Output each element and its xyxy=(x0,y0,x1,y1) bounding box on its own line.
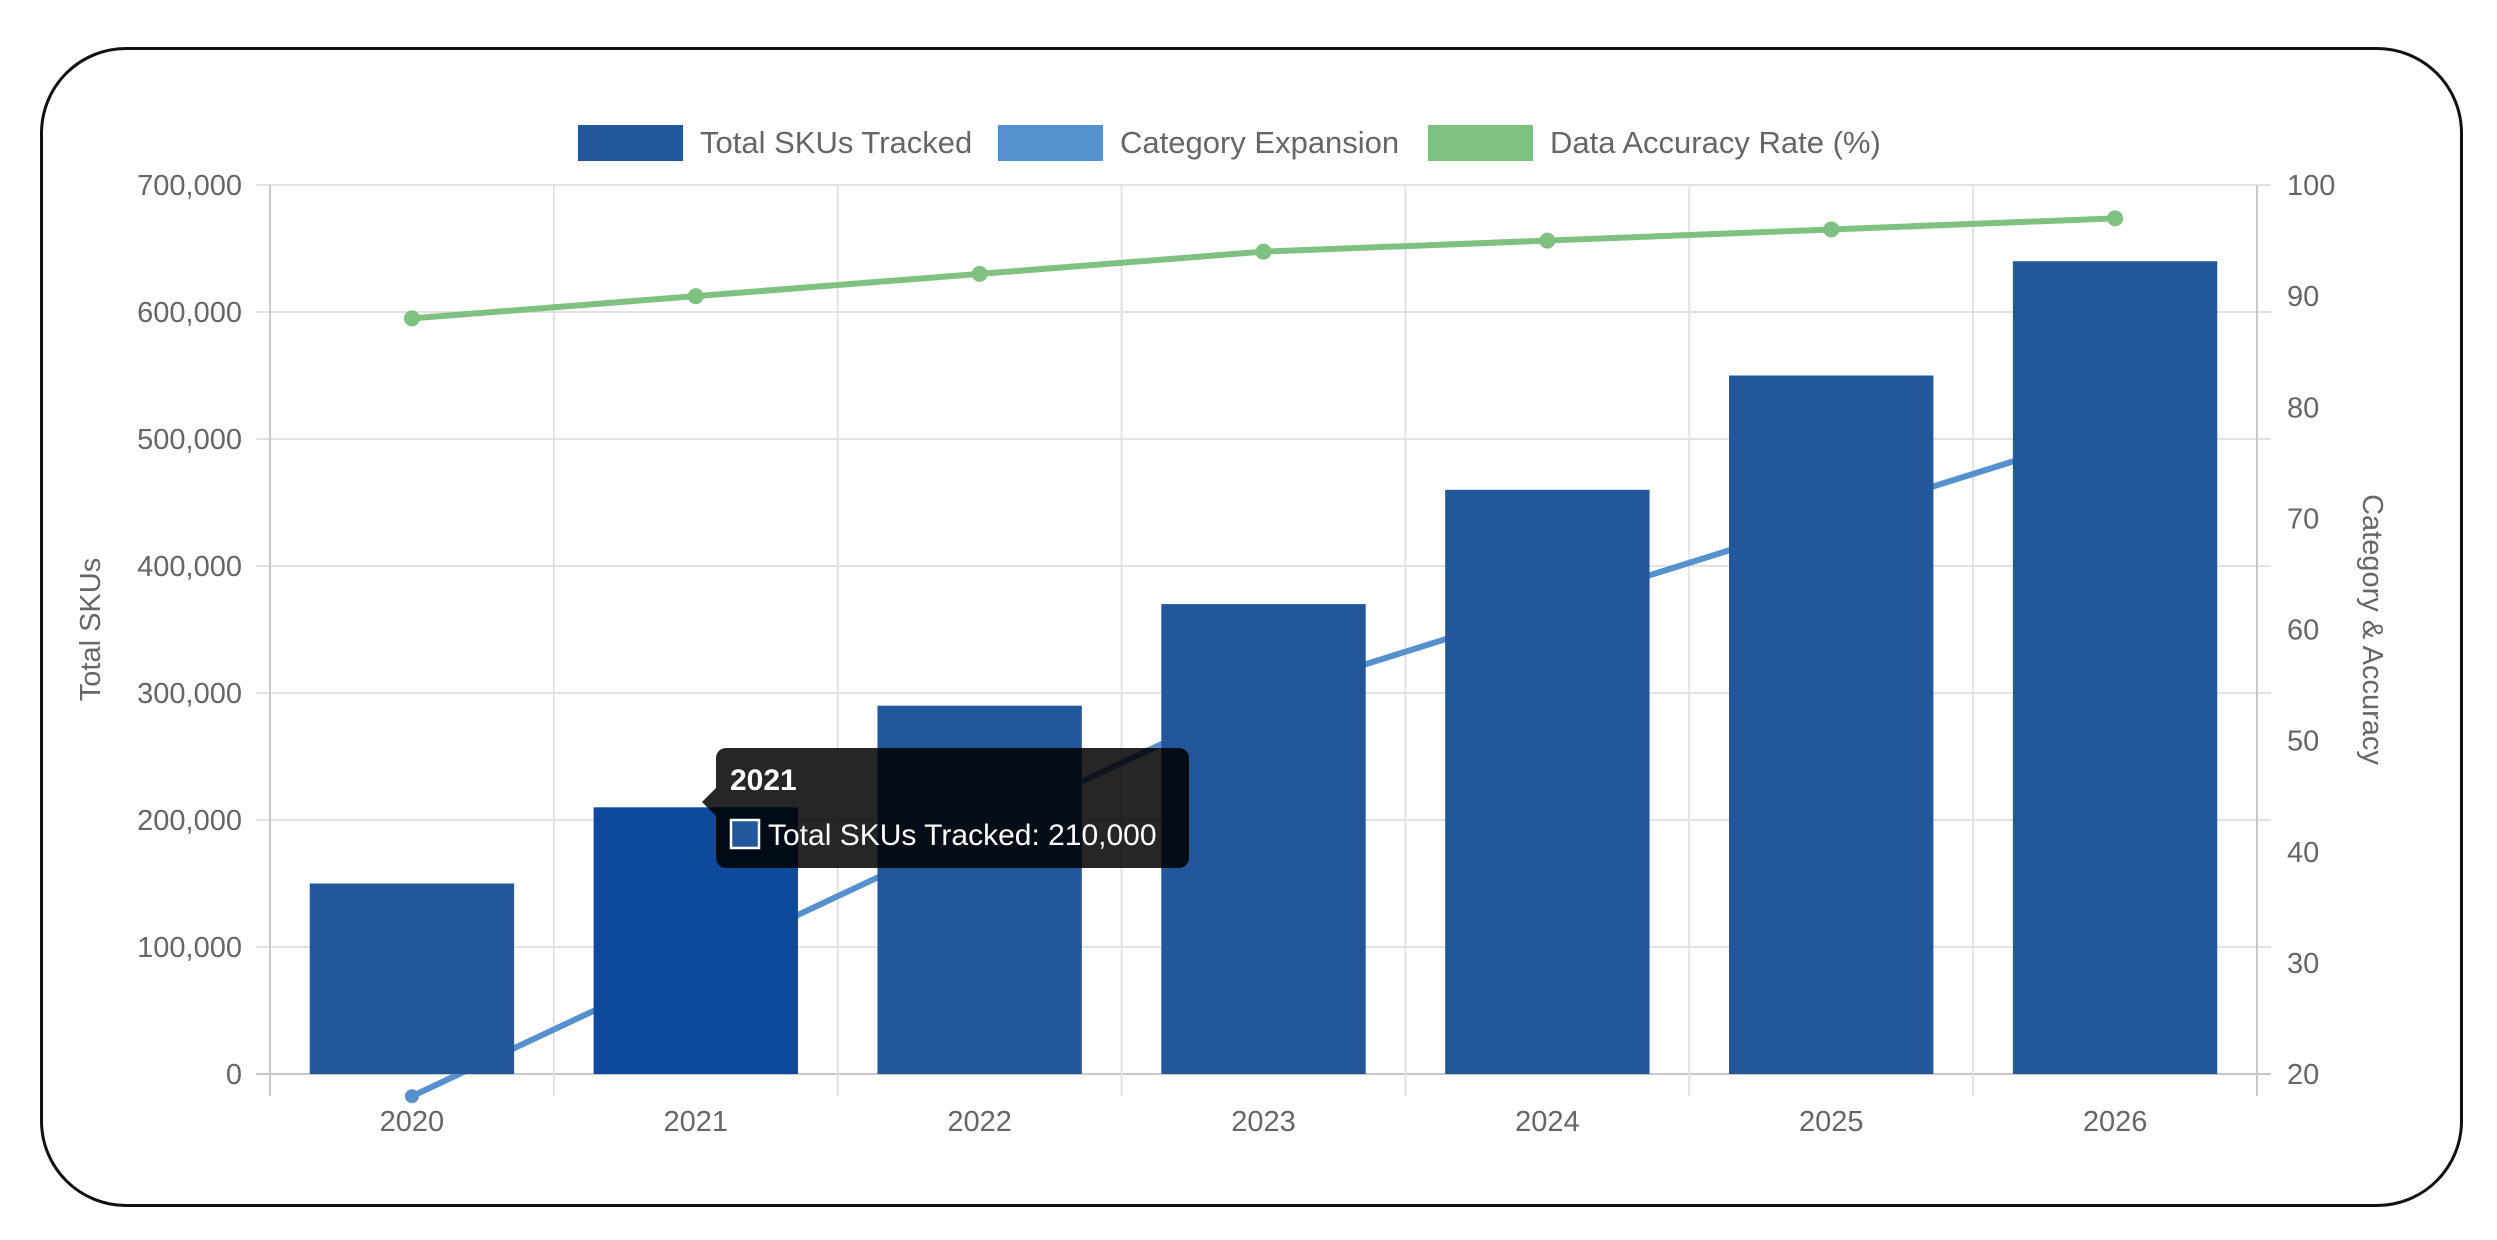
x-tick-label: 2022 xyxy=(947,1106,1012,1138)
legend: Total SKUs Tracked Category Expansion Data… xyxy=(578,125,1881,161)
y-right-tick-label: 60 xyxy=(2287,615,2319,647)
tooltip-caret xyxy=(702,788,716,816)
tooltip-title: 2021 xyxy=(730,764,797,797)
accuracy-rate-point[interactable] xyxy=(403,310,420,327)
x-tick-label: 2020 xyxy=(380,1106,445,1138)
y-right-tick-label: 100 xyxy=(2287,170,2335,202)
accuracy-rate-point[interactable] xyxy=(1539,232,1556,249)
x-tick-label: 2021 xyxy=(664,1106,729,1138)
grid xyxy=(256,184,2271,1096)
accuracy-rate-line xyxy=(411,215,2116,322)
y-right-tick-label: 50 xyxy=(2287,726,2319,758)
legend-label: Total SKUs Tracked xyxy=(700,125,972,160)
category-expansion-point[interactable] xyxy=(404,1089,419,1104)
y-left-tick-label: 700,000 xyxy=(137,170,242,202)
y-left-tick-label: 600,000 xyxy=(137,297,242,329)
y-left-tick-label: 200,000 xyxy=(137,805,242,837)
bar-2026[interactable] xyxy=(2012,261,2218,1074)
axes: 0 100,000 200,000 300,000 400,000 500,000 600,… xyxy=(75,170,2388,1138)
legend-item[interactable]: Data Accuracy Rate (%) xyxy=(1428,125,1881,161)
tooltip-box xyxy=(716,748,1189,868)
legend-item[interactable]: Category Expansion xyxy=(998,125,1399,161)
bar-2020[interactable] xyxy=(309,883,515,1075)
legend-swatch xyxy=(998,125,1103,161)
legend-swatch xyxy=(578,125,683,161)
y-left-tick-label: 100,000 xyxy=(137,932,242,964)
y-left-tick-label: 500,000 xyxy=(137,424,242,456)
x-tick-label: 2023 xyxy=(1231,1106,1296,1138)
y-left-tick-label: 300,000 xyxy=(137,678,242,710)
y-right-tick-label: 20 xyxy=(2287,1059,2319,1091)
accuracy-layer xyxy=(403,210,2124,327)
y-right-tick-label: 90 xyxy=(2287,281,2319,313)
y-left-axis-title: Total SKUs xyxy=(75,558,107,701)
accuracy-rate-point[interactable] xyxy=(1823,221,1840,238)
tooltip-label: Total SKUs Tracked: 210,000 xyxy=(768,819,1157,852)
bar-2023[interactable] xyxy=(1161,604,1366,1074)
y-left-tick-label: 0 xyxy=(226,1059,242,1091)
y-right-tick-label: 80 xyxy=(2287,392,2319,424)
y-right-tick-label: 40 xyxy=(2287,837,2319,869)
legend-label: Data Accuracy Rate (%) xyxy=(1550,125,1881,160)
y-right-tick-label: 70 xyxy=(2287,503,2319,535)
legend-label: Category Expansion xyxy=(1120,125,1399,160)
y-left-tick-label: 400,000 xyxy=(137,551,242,583)
accuracy-rate-point[interactable] xyxy=(971,265,988,282)
accuracy-rate-point[interactable] xyxy=(687,288,704,305)
bar-2025[interactable] xyxy=(1729,375,1934,1075)
tooltip: 2021 Total SKUs Tracked: 210,000 xyxy=(702,748,1189,868)
bar-2024[interactable] xyxy=(1445,489,1650,1074)
legend-item[interactable]: Total SKUs Tracked xyxy=(578,125,972,161)
bar-series xyxy=(309,261,2218,1075)
x-tick-label: 2025 xyxy=(1799,1106,1864,1138)
y-right-tick-label: 30 xyxy=(2287,948,2319,980)
accuracy-rate-point[interactable] xyxy=(2107,210,2124,227)
y-right-axis-title: Category & Accuracy xyxy=(2356,494,2388,765)
accuracy-rate-point[interactable] xyxy=(1255,243,1272,260)
x-tick-label: 2026 xyxy=(2083,1106,2148,1138)
x-tick-label: 2024 xyxy=(1515,1106,1580,1138)
tooltip-swatch xyxy=(729,818,761,850)
legend-swatch xyxy=(1428,125,1533,161)
